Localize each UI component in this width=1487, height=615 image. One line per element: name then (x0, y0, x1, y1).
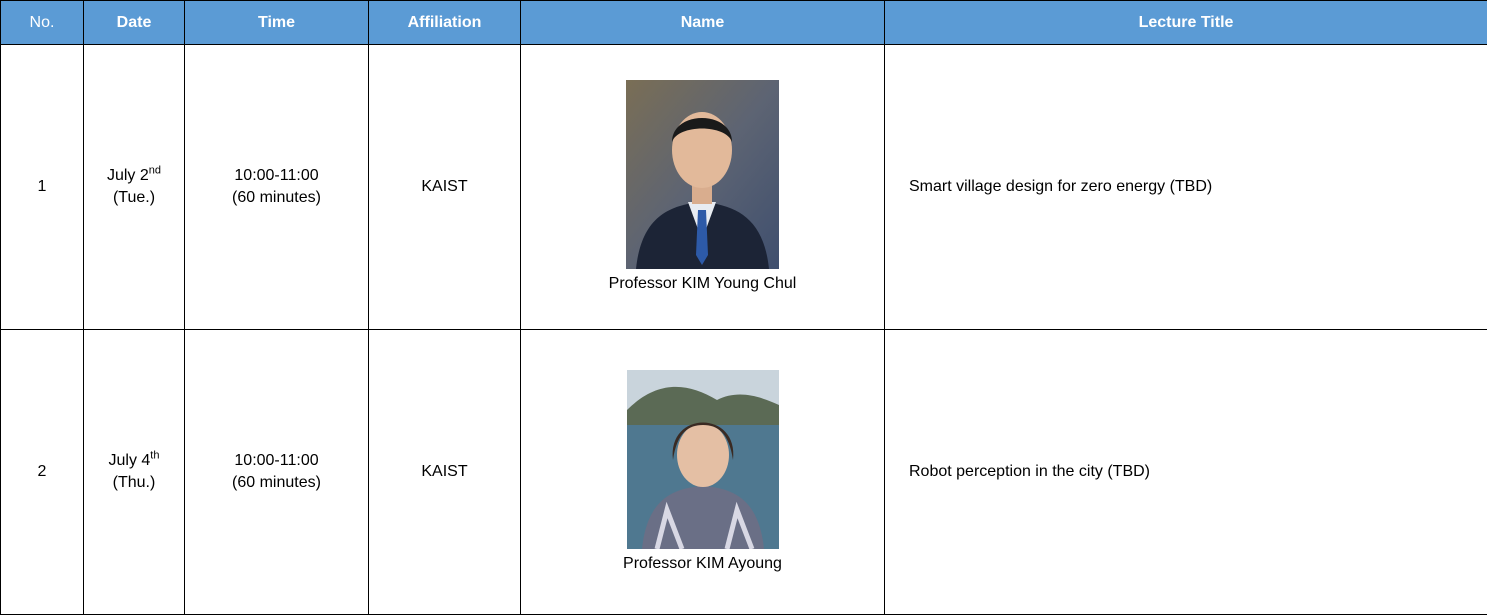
date-cell: July 2nd (Tue.) (83, 44, 185, 330)
date: July 4 (108, 452, 151, 469)
date-suffix: th (150, 449, 160, 462)
number-cell: 2 (0, 329, 84, 615)
header-cell: No. (0, 0, 84, 45)
time-cell: 10:00-11:00 (60 minutes) (184, 329, 369, 615)
number-cell: 1 (0, 44, 84, 330)
lecture-title-cell: Smart village design for zero energy (TB… (884, 44, 1487, 330)
weekday: (Tue.) (112, 189, 156, 206)
header-row: No. Date Time Affiliation Name Lecture T… (0, 0, 1487, 45)
name-cell: Professor KIM Ayoung (520, 329, 885, 615)
affiliation-cell: KAIST (368, 329, 521, 615)
speaker-name: Professor KIM Ayoung (623, 554, 782, 572)
speaker-name: Professor KIM Young Chul (608, 274, 797, 292)
time: 10:00-11:00 (234, 452, 319, 469)
speaker-photo (626, 369, 779, 549)
lecture-title-cell: Robot perception in the city (TBD) (884, 329, 1487, 615)
time-cell: 10:00-11:00 (60 minutes) (184, 44, 369, 330)
time: 10:00-11:00 (234, 167, 319, 184)
date-cell: July 4th (Thu.) (83, 329, 185, 615)
weekday: (Thu.) (112, 474, 156, 491)
duration: (60 minutes) (232, 474, 321, 491)
header-cell: Lecture Title (884, 0, 1487, 45)
table-row: 2 July 4th (Thu.) 10:00-11:00 (60 minutes)… (0, 329, 1487, 615)
header-cell: Time (184, 0, 369, 45)
speaker-photo (626, 79, 779, 269)
affiliation-cell: KAIST (368, 44, 521, 330)
header-cell: Name (520, 0, 885, 45)
date-suffix: nd (148, 164, 162, 177)
table-row: 1 July 2nd (Tue.) 10:00-11:00 (60 minutes)… (0, 44, 1487, 330)
duration: (60 minutes) (232, 189, 321, 206)
header-cell: Date (83, 0, 185, 45)
date: July 2 (106, 167, 149, 184)
name-cell: Professor KIM Young Chul (520, 44, 885, 330)
header-cell: Affiliation (368, 0, 521, 45)
